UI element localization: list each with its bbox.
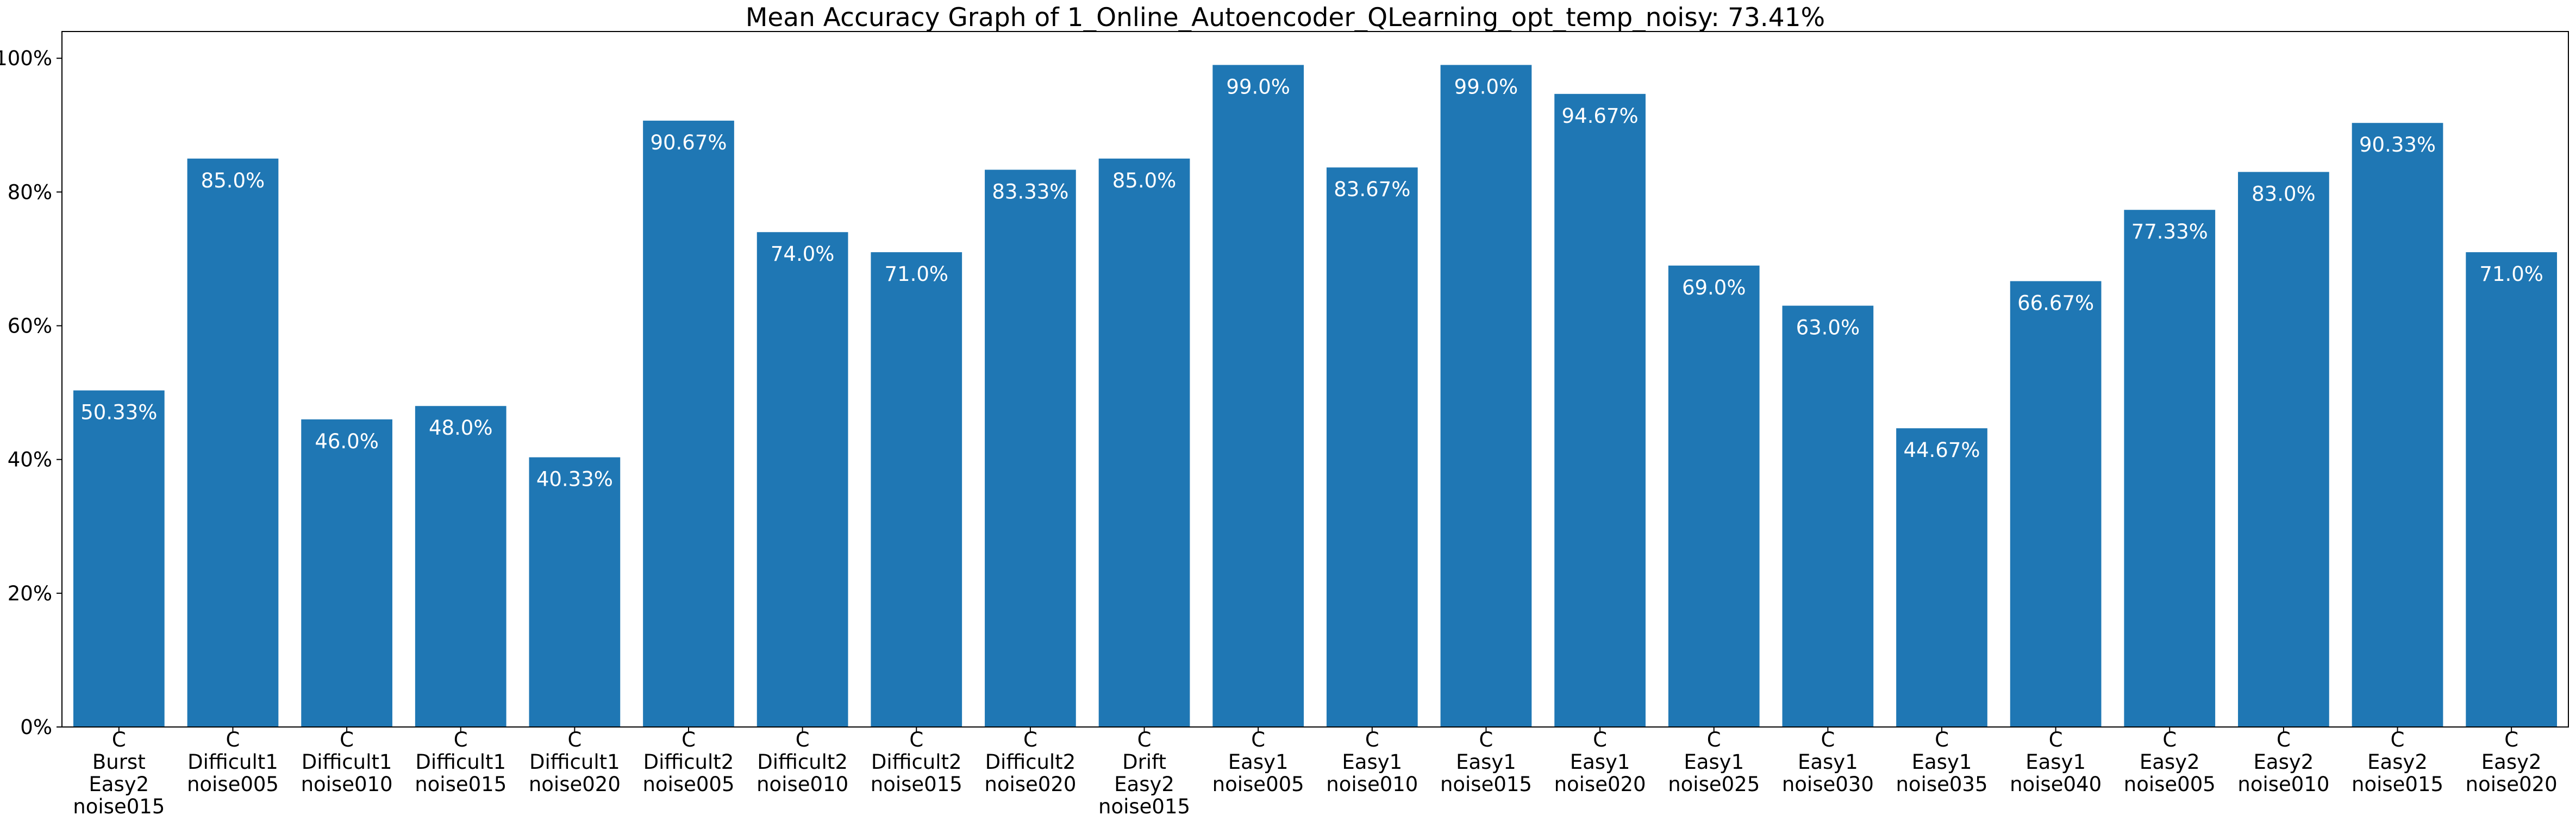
x-tick-label-19: C Easy2 noise005 bbox=[2124, 728, 2216, 796]
x-tick-label-8: C Difficult2 noise015 bbox=[871, 728, 962, 796]
data-label-11: 99.0% bbox=[1226, 76, 1290, 99]
data-label-12: 83.67% bbox=[1334, 178, 1410, 201]
data-label-18: 66.67% bbox=[2017, 291, 2094, 315]
x-tick-label-12: C Easy1 noise010 bbox=[1326, 728, 1418, 796]
bar-13 bbox=[1440, 65, 1532, 728]
data-label-21: 90.33% bbox=[2359, 133, 2436, 156]
y-axis: 0% 20% 40% 60% 80% 100% bbox=[0, 47, 62, 739]
x-tick-label-3: C Difficult1 noise010 bbox=[301, 728, 393, 796]
bar-15 bbox=[1668, 265, 1760, 727]
x-tick-label-14: C Easy1 noise020 bbox=[1554, 728, 1646, 796]
bar-19 bbox=[2124, 210, 2216, 727]
x-tick-label-10: C Drift Easy2 noise015 bbox=[1098, 728, 1190, 815]
data-label-13: 99.0% bbox=[1454, 76, 1518, 99]
data-label-22: 71.0% bbox=[2479, 262, 2543, 286]
bar-18 bbox=[2010, 281, 2102, 727]
plot-frame bbox=[61, 31, 2569, 728]
x-tick-label-2: C Difficult1 noise005 bbox=[187, 728, 279, 796]
bar-8 bbox=[871, 252, 962, 728]
x-tick-label-17: C Easy1 noise035 bbox=[1896, 728, 1987, 796]
data-label-10: 85.0% bbox=[1112, 169, 1177, 192]
bar-12 bbox=[1326, 167, 1418, 728]
x-tick-label-4: C Difficult1 noise015 bbox=[415, 728, 507, 796]
x-tick-label-11: C Easy1 noise005 bbox=[1212, 728, 1304, 796]
y-tick-label-1: 0% bbox=[20, 716, 52, 739]
x-tick-label-5: C Difficult1 noise020 bbox=[529, 728, 621, 796]
data-label-17: 44.67% bbox=[1903, 438, 1980, 462]
x-tick-label-21: C Easy2 noise015 bbox=[2352, 728, 2443, 796]
data-label-2: 85.0% bbox=[201, 169, 265, 192]
bar-11 bbox=[1212, 65, 1304, 728]
x-tick-label-15: C Easy1 noise025 bbox=[1668, 728, 1760, 796]
x-tick-label-20: C Easy2 noise010 bbox=[2237, 728, 2329, 796]
data-label-14: 94.67% bbox=[1562, 104, 1639, 128]
data-label-15: 69.0% bbox=[1682, 276, 1746, 299]
data-label-3: 46.0% bbox=[315, 430, 379, 453]
data-label-8: 71.0% bbox=[884, 262, 948, 286]
data-label-5: 40.33% bbox=[536, 468, 613, 491]
data-labels-layer: 50.33% 85.0% 46.0% 48.0% 40.33% 90.67% 74.0% 71… bbox=[80, 76, 2543, 491]
y-tick-label-3: 40% bbox=[8, 448, 52, 472]
x-tick-label-7: C Difficult2 noise010 bbox=[756, 728, 848, 796]
bar-22 bbox=[2466, 252, 2558, 728]
data-label-7: 74.0% bbox=[771, 242, 835, 266]
bars-layer bbox=[73, 65, 2558, 728]
bar-9 bbox=[985, 170, 1076, 727]
x-tick-label-18: C Easy1 noise040 bbox=[2010, 728, 2102, 796]
x-tick-label-6: C Difficult2 noise005 bbox=[642, 728, 734, 796]
bar-4 bbox=[415, 406, 507, 727]
bar-2 bbox=[187, 158, 279, 727]
y-tick-label-6: 100% bbox=[0, 47, 52, 70]
bar-7 bbox=[756, 232, 848, 727]
y-tick-label-4: 60% bbox=[8, 315, 52, 338]
chart-title: Mean Accuracy Graph of 1_Online_Autoenco… bbox=[746, 3, 1825, 33]
data-label-20: 83.0% bbox=[2252, 182, 2316, 205]
bar-5 bbox=[529, 457, 621, 727]
data-label-19: 77.33% bbox=[2131, 220, 2208, 243]
x-axis: C Burst Easy2 noise015 C Difficult1 noise005 C D… bbox=[73, 727, 2558, 815]
bar-6 bbox=[643, 121, 734, 728]
x-tick-label-1: C Burst Easy2 noise015 bbox=[73, 728, 165, 815]
bar-16 bbox=[1782, 305, 1874, 727]
data-label-9: 83.33% bbox=[992, 180, 1068, 203]
bar-3 bbox=[301, 419, 392, 727]
x-tick-label-22: C Easy2 noise020 bbox=[2466, 728, 2558, 796]
data-label-16: 63.0% bbox=[1796, 316, 1860, 340]
bar-14 bbox=[1554, 93, 1646, 727]
bar-20 bbox=[2238, 172, 2329, 727]
data-label-1: 50.33% bbox=[80, 401, 157, 424]
data-label-4: 48.0% bbox=[429, 416, 493, 440]
x-tick-label-13: C Easy1 noise015 bbox=[1440, 728, 1532, 796]
x-tick-label-9: C Difficult2 noise020 bbox=[984, 728, 1076, 796]
bar-1 bbox=[73, 390, 165, 727]
bar-10 bbox=[1098, 158, 1190, 727]
y-tick-label-5: 80% bbox=[8, 180, 52, 204]
bar-17 bbox=[1896, 428, 1987, 727]
x-tick-label-16: C Easy1 noise030 bbox=[1782, 728, 1874, 796]
bar-21 bbox=[2352, 123, 2443, 728]
y-tick-label-2: 20% bbox=[8, 582, 52, 605]
data-label-6: 90.67% bbox=[650, 131, 727, 154]
